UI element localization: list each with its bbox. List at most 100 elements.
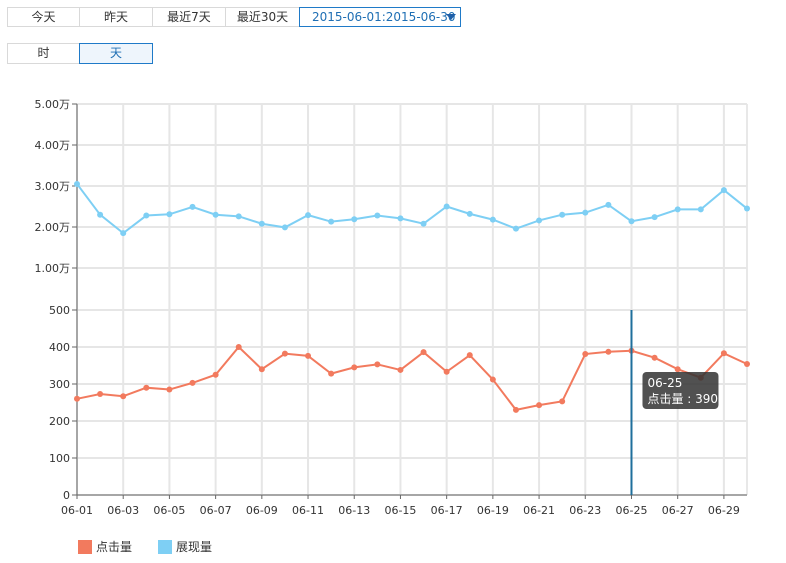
data-point-clicks (489, 376, 496, 383)
data-point-clicks (443, 368, 450, 375)
series-line-clicks (76, 345, 748, 412)
granularity-day-button[interactable]: 天 (79, 43, 153, 64)
y-tick-label: 400 (49, 341, 70, 354)
data-point-clicks (559, 398, 566, 405)
data-point-impressions (536, 217, 543, 224)
chart-axes: 1.00万 2.00万 3.00万 4.00万 5.00万 0 100 200 300 400 50… (35, 98, 747, 517)
data-point-clicks (720, 350, 727, 357)
y-tick-label: 3.00万 (35, 180, 71, 193)
data-point-impressions (443, 203, 450, 210)
data-point-clicks (674, 366, 681, 373)
x-tick-label: 06-17 (431, 504, 463, 517)
x-tick-label: 06-11 (292, 504, 324, 517)
data-point-impressions (120, 230, 127, 237)
data-point-impressions (212, 211, 219, 218)
data-point-impressions (258, 220, 265, 227)
legend-label-clicks: 点击量 (96, 540, 133, 554)
data-point-clicks (582, 351, 589, 358)
y-tick-label: 5.00万 (35, 98, 71, 111)
legend-label-impressions: 展现量 (176, 540, 213, 554)
data-point-impressions (374, 212, 381, 219)
legend-swatch-clicks (78, 540, 92, 554)
data-point-clicks (512, 406, 519, 413)
data-point-impressions (674, 206, 681, 213)
data-point-clicks (651, 354, 658, 361)
data-point-impressions (74, 180, 80, 187)
data-point-clicks (605, 348, 612, 355)
data-point-impressions (559, 211, 566, 218)
data-point-impressions (189, 203, 196, 210)
granularity-hour-button[interactable]: 时 (7, 43, 80, 64)
data-point-clicks (258, 366, 265, 373)
x-tick-label: 06-15 (384, 504, 416, 517)
x-tick-label: 06-21 (523, 504, 555, 517)
data-point-impressions (397, 215, 404, 222)
caret-down-icon (446, 14, 456, 20)
data-point-impressions (628, 218, 635, 225)
data-point-clicks (235, 344, 242, 350)
tooltip-value: 点击量 : 390 (647, 392, 718, 406)
data-point-impressions (143, 212, 150, 219)
data-point-impressions (697, 206, 704, 213)
date-range-select[interactable]: 2015-06-01:2015-06-30 (299, 7, 461, 27)
data-point-impressions (720, 187, 727, 194)
data-point-impressions (605, 201, 612, 208)
range-today-button[interactable]: 今天 (7, 7, 80, 27)
data-point-clicks (120, 393, 127, 400)
data-point-clicks (143, 384, 150, 391)
legend-item-clicks[interactable]: 点击量 (78, 540, 132, 554)
data-point-clicks (166, 386, 173, 393)
data-point-impressions (281, 224, 288, 231)
y-tick-label: 2.00万 (35, 221, 71, 234)
range-yesterday-button[interactable]: 昨天 (79, 7, 153, 27)
data-point-clicks (74, 395, 80, 402)
data-point-impressions (582, 209, 589, 216)
tooltip-date: 06-25 (647, 376, 682, 390)
chart-series (74, 180, 750, 413)
x-tick-label: 06-09 (246, 504, 278, 517)
data-point-clicks (281, 350, 288, 357)
series-line-impressions (76, 183, 748, 235)
data-point-clicks (97, 390, 104, 397)
data-point-clicks (351, 364, 358, 371)
y-tick-label: 100 (49, 452, 70, 465)
tooltip-box (642, 372, 719, 409)
data-point-impressions (235, 213, 242, 220)
x-tick-label: 06-27 (662, 504, 694, 517)
data-point-clicks (397, 366, 404, 373)
x-tick-label: 06-05 (153, 504, 185, 517)
y-tick-label: 500 (49, 304, 70, 317)
x-tick-label: 06-13 (338, 504, 370, 517)
y-tick-label: 0 (63, 489, 70, 502)
y-tick-label: 4.00万 (35, 139, 71, 152)
data-point-clicks (189, 379, 196, 386)
data-point-clicks (374, 361, 381, 368)
y-tick-label: 200 (49, 415, 70, 428)
data-point-impressions (651, 214, 658, 221)
data-point-clicks (420, 349, 427, 356)
data-point-impressions (97, 211, 104, 218)
data-point-impressions (328, 218, 335, 225)
range-last7-button[interactable]: 最近7天 (152, 7, 226, 27)
legend-item-impressions[interactable]: 展现量 (158, 540, 212, 554)
x-tick-label: 06-03 (107, 504, 139, 517)
line-chart: 1.00万 2.00万 3.00万 4.00万 5.00万 0 100 200 300 400 50… (35, 98, 750, 517)
chart-grid (76, 103, 748, 496)
data-point-clicks (466, 352, 473, 359)
data-point-impressions (744, 205, 750, 212)
legend-swatch-impressions (158, 540, 172, 554)
x-tick-label: 06-25 (615, 504, 647, 517)
y-tick-label: 300 (49, 378, 70, 391)
chart-tooltip: 06-25 点击量 : 390 (630, 310, 719, 495)
data-point-clicks (536, 402, 543, 409)
data-point-impressions (305, 212, 312, 219)
range-last30-button[interactable]: 最近30天 (225, 7, 300, 27)
x-tick-label: 06-01 (61, 504, 93, 517)
data-point-impressions (512, 225, 519, 232)
x-tick-label: 06-19 (477, 504, 509, 517)
data-point-impressions (466, 210, 473, 217)
y-tick-label: 1.00万 (35, 262, 71, 275)
x-tick-label: 06-07 (200, 504, 232, 517)
date-range-value: 2015-06-01:2015-06-30 (312, 10, 456, 24)
x-tick-label: 06-23 (569, 504, 601, 517)
